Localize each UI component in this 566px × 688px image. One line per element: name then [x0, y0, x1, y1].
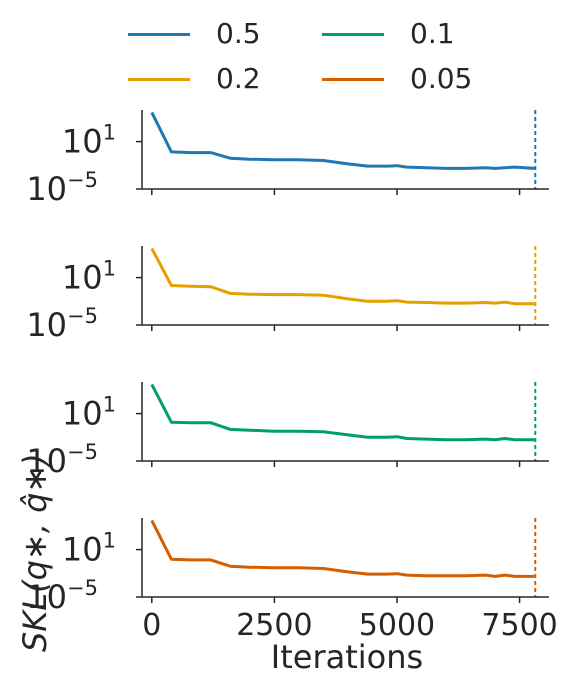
legend: 0.5 0.1 0.2 0.05	[0, 0, 566, 110]
y-tick-label-1-1: 101	[62, 121, 116, 161]
legend-item-0.05: 0.05	[322, 63, 472, 95]
series-line-0.1	[150, 383, 535, 442]
y-axis-label: SKL(q∗, q̂∗)	[16, 453, 54, 652]
y-tick-label-2-1: 101	[62, 257, 116, 297]
legend-label-0.05: 0.05	[410, 62, 473, 95]
legend-swatch-0.5	[128, 32, 190, 36]
legend-item-0.1: 0.1	[322, 18, 455, 50]
y-tick-label-4-0: 10−5	[26, 576, 98, 616]
legend-item-0.2: 0.2	[128, 63, 261, 95]
legend-label-0.1: 0.1	[410, 17, 455, 50]
x-tick-label-0: 0	[142, 608, 161, 643]
x-tick-label-3: 7500	[481, 608, 557, 643]
legend-label-0.2: 0.2	[216, 62, 261, 95]
y-tick-label-4-1: 101	[62, 529, 116, 569]
series-line-0.05	[150, 519, 535, 578]
legend-swatch-0.2	[128, 77, 190, 81]
y-tick-label-3-1: 101	[62, 393, 116, 433]
legend-swatch-0.05	[322, 77, 384, 81]
y-tick-label-2-0: 10−5	[26, 304, 98, 344]
legend-label-0.5: 0.5	[216, 17, 261, 50]
series-line-0.2	[150, 247, 535, 306]
y-tick-label-1-0: 10−5	[26, 168, 98, 208]
series-line-0.5	[150, 111, 535, 170]
legend-swatch-0.1	[322, 32, 384, 36]
x-tick-label-1: 2500	[236, 608, 312, 643]
legend-item-0.5: 0.5	[128, 18, 261, 50]
y-tick-label-3-0: 10−5	[26, 440, 98, 480]
x-tick-label-2: 5000	[359, 608, 435, 643]
x-axis-label: Iterations	[270, 638, 424, 676]
